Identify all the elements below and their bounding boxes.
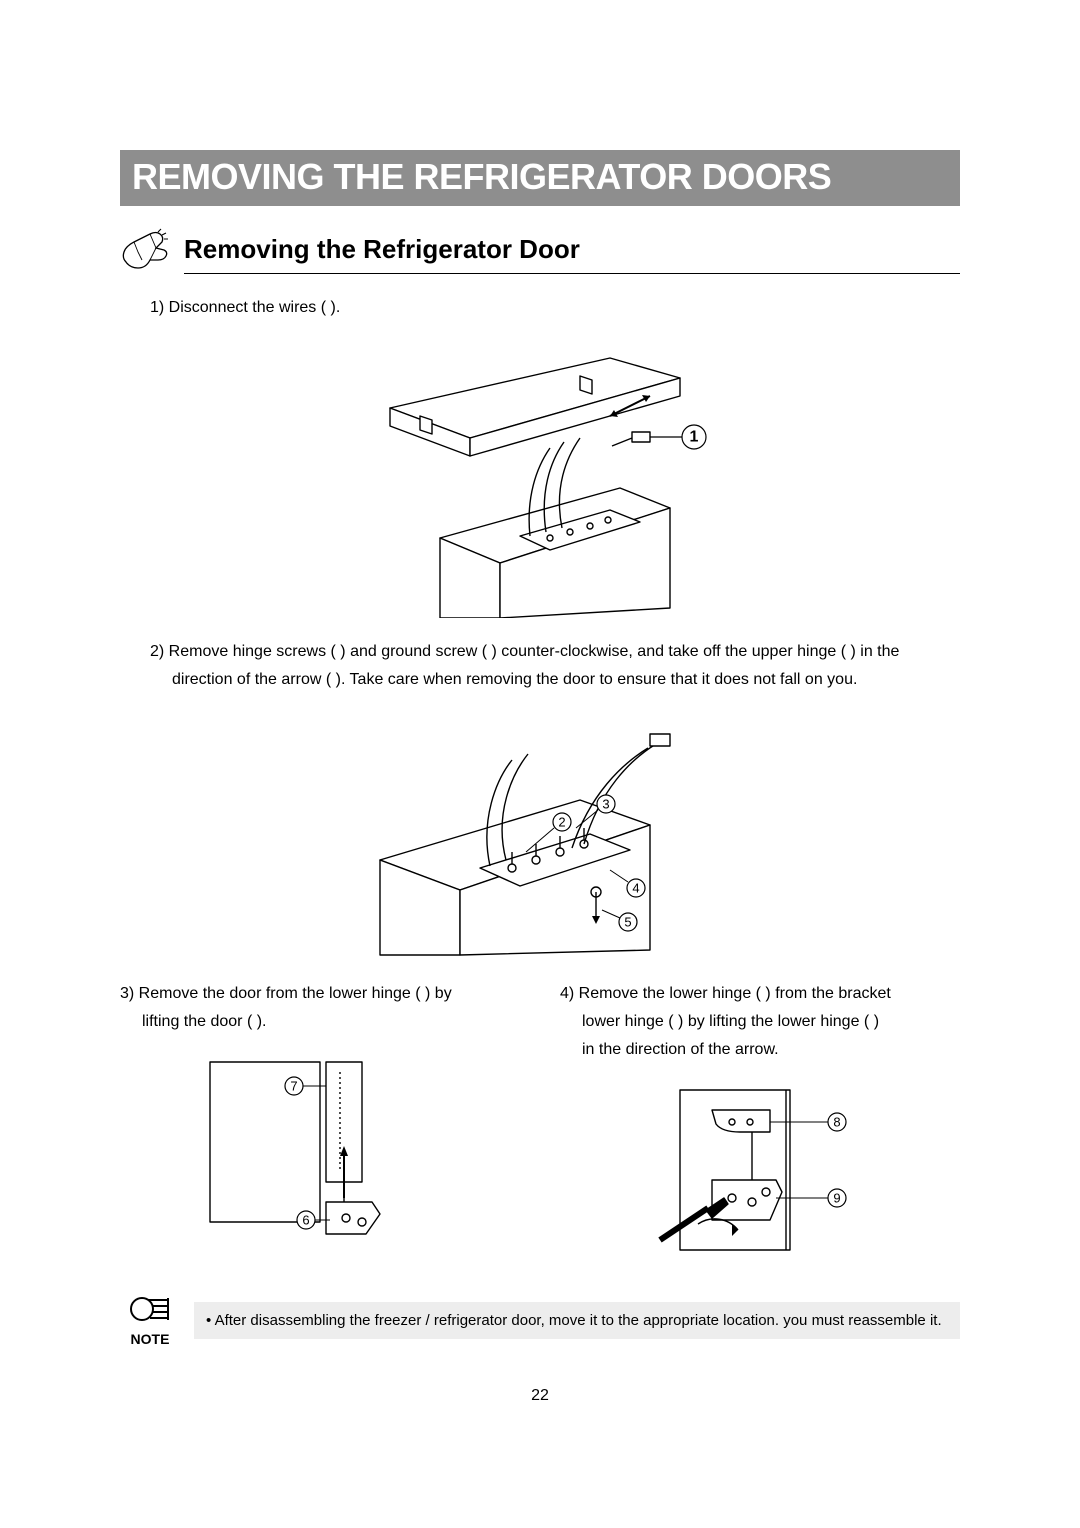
section-title-wrap: Removing the Refrigerator Door bbox=[184, 234, 960, 274]
callout-9: 9 bbox=[833, 1191, 840, 1206]
note-icon-wrap: NOTE bbox=[120, 1294, 180, 1347]
callout-1: 1 bbox=[690, 429, 699, 446]
pointing-hand-icon bbox=[120, 228, 170, 274]
note-icon bbox=[128, 1294, 172, 1324]
callout-4: 4 bbox=[632, 881, 639, 896]
step-4-text-c: in the direction of the arrow. bbox=[582, 1038, 960, 1062]
step-3-text-b: lifting the door ( ). bbox=[142, 1010, 520, 1034]
step-2-text-a: 2) Remove hinge screws ( ) and ground sc… bbox=[150, 640, 960, 664]
section-heading-row: Removing the Refrigerator Door bbox=[120, 234, 960, 274]
step-4-text-b: lower hinge ( ) by lifting the lower hin… bbox=[582, 1010, 960, 1034]
step-2-text-b: direction of the arrow ( ). Take care wh… bbox=[172, 668, 960, 692]
figure-3: 7 6 bbox=[180, 1052, 460, 1242]
page-number: 22 bbox=[120, 1387, 960, 1405]
step-3-column: 3) Remove the door from the lower hinge … bbox=[120, 982, 520, 1270]
figure-1: 1 bbox=[350, 338, 730, 618]
page-banner: REMOVING THE REFRIGERATOR DOORS bbox=[120, 150, 960, 206]
steps-3-4-row: 3) Remove the door from the lower hinge … bbox=[120, 982, 960, 1270]
callout-2: 2 bbox=[558, 815, 565, 830]
note-box: • After disassembling the freezer / refr… bbox=[194, 1302, 960, 1339]
step-3-text-a: 3) Remove the door from the lower hinge … bbox=[120, 982, 520, 1006]
step-4-column: 4) Remove the lower hinge ( ) from the b… bbox=[560, 982, 960, 1270]
step-4-text-a: 4) Remove the lower hinge ( ) from the b… bbox=[560, 982, 960, 1006]
callout-3: 3 bbox=[602, 797, 609, 812]
callout-6: 6 bbox=[302, 1213, 309, 1228]
callout-8: 8 bbox=[833, 1115, 840, 1130]
figure-2: 3 2 4 5 bbox=[340, 710, 740, 960]
figure-4: 8 9 bbox=[620, 1080, 900, 1260]
section-title: Removing the Refrigerator Door bbox=[184, 234, 960, 265]
callout-7: 7 bbox=[290, 1079, 297, 1094]
callout-5: 5 bbox=[624, 915, 631, 930]
step-1-text: 1) Disconnect the wires ( ). bbox=[150, 296, 960, 320]
note-label: NOTE bbox=[120, 1331, 180, 1347]
note-row: NOTE • After disassembling the freezer /… bbox=[120, 1294, 960, 1347]
